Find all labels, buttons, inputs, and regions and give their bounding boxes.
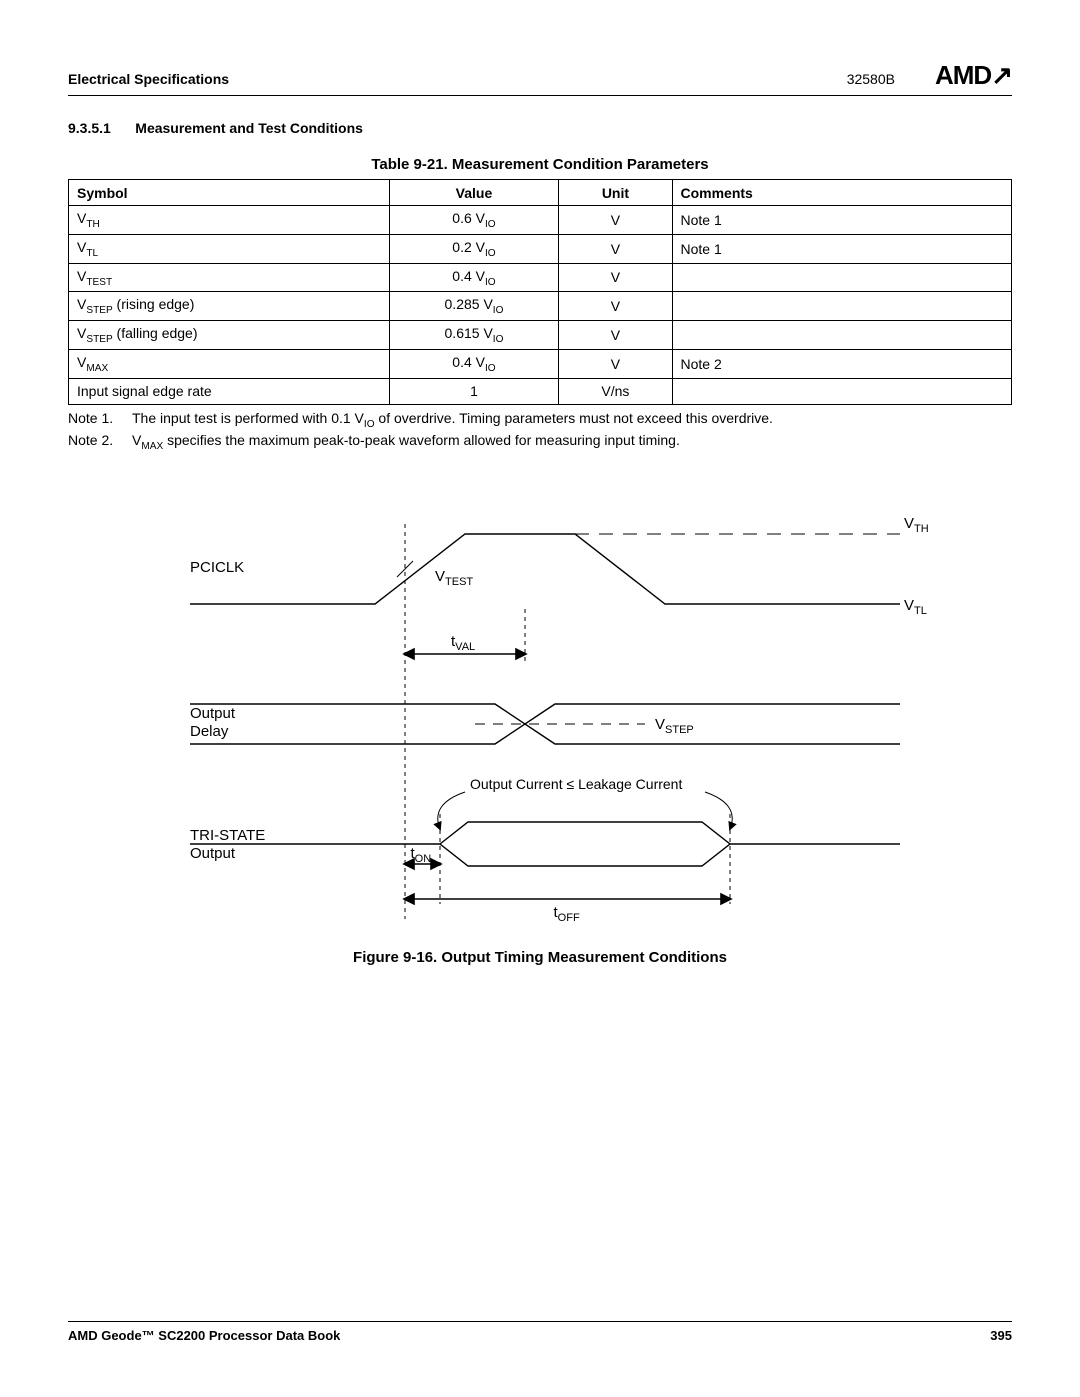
table-notes: Note 1. The input test is performed with… bbox=[68, 409, 1012, 454]
page-header: Electrical Specifications 32580B AMD↗ bbox=[68, 60, 1012, 96]
cell-comments: Note 1 bbox=[672, 234, 1012, 263]
svg-text:Delay: Delay bbox=[190, 723, 229, 740]
note2-label: Note 2. bbox=[68, 431, 132, 453]
cell-comments: Note 2 bbox=[672, 349, 1012, 378]
cell-value: 0.615 VIO bbox=[389, 321, 559, 350]
svg-text:VTEST: VTEST bbox=[435, 568, 473, 588]
cell-unit: V bbox=[559, 349, 672, 378]
svg-text:TRI-STATE: TRI-STATE bbox=[190, 827, 265, 844]
header-doc-code: 32580B bbox=[847, 71, 895, 87]
note1-label: Note 1. bbox=[68, 409, 132, 431]
cell-value: 0.4 VIO bbox=[389, 349, 559, 378]
cell-unit: V bbox=[559, 234, 672, 263]
cell-symbol: VMAX bbox=[69, 349, 390, 378]
cell-unit: V bbox=[559, 292, 672, 321]
cell-symbol: VSTEP (rising edge) bbox=[69, 292, 390, 321]
svg-text:PCICLK: PCICLK bbox=[190, 559, 244, 576]
cell-comments bbox=[672, 263, 1012, 292]
cell-value: 0.4 VIO bbox=[389, 263, 559, 292]
table-row: VMAX0.4 VIOVNote 2 bbox=[69, 349, 1012, 378]
cell-unit: V/ns bbox=[559, 378, 672, 404]
svg-text:Output: Output bbox=[190, 845, 236, 862]
table-row: VTEST0.4 VIOV bbox=[69, 263, 1012, 292]
svg-text:Output Current ≤ Leakage Curr: Output Current ≤ Leakage Current bbox=[470, 776, 682, 792]
table-row: VTH0.6 VIOVNote 1 bbox=[69, 206, 1012, 235]
cell-unit: V bbox=[559, 321, 672, 350]
svg-text:tON: tON bbox=[411, 845, 432, 865]
section-number: 9.3.5.1 bbox=[68, 120, 111, 136]
cell-symbol: VTH bbox=[69, 206, 390, 235]
header-section-name: Electrical Specifications bbox=[68, 71, 229, 87]
col-comments: Comments bbox=[672, 180, 1012, 206]
cell-value: 0.6 VIO bbox=[389, 206, 559, 235]
table-caption: Table 9-21. Measurement Condition Parame… bbox=[68, 156, 1012, 173]
cell-symbol: Input signal edge rate bbox=[69, 378, 390, 404]
cell-comments bbox=[672, 378, 1012, 404]
svg-text:VTL: VTL bbox=[904, 597, 927, 617]
svg-text:tVAL: tVAL bbox=[451, 633, 475, 653]
timing-figure: VTESTVTHVTLPCICLKtVALVSTEPOutputDelayOut… bbox=[68, 504, 1012, 966]
cell-comments: Note 1 bbox=[672, 206, 1012, 235]
cell-value: 0.2 VIO bbox=[389, 234, 559, 263]
section-heading: 9.3.5.1 Measurement and Test Conditions bbox=[68, 120, 1012, 138]
cell-comments bbox=[672, 321, 1012, 350]
cell-symbol: VSTEP (falling edge) bbox=[69, 321, 390, 350]
parameters-table: Symbol Value Unit Comments VTH0.6 VIOVNo… bbox=[68, 179, 1012, 405]
cell-unit: V bbox=[559, 206, 672, 235]
figure-caption: Figure 9-16. Output Timing Measurement C… bbox=[68, 949, 1012, 966]
col-value: Value bbox=[389, 180, 559, 206]
col-unit: Unit bbox=[559, 180, 672, 206]
note2-text: VMAX specifies the maximum peak-to-peak … bbox=[132, 431, 680, 453]
table-row: VTL0.2 VIOVNote 1 bbox=[69, 234, 1012, 263]
table-row: Input signal edge rate1V/ns bbox=[69, 378, 1012, 404]
cell-unit: V bbox=[559, 263, 672, 292]
svg-text:tOFF: tOFF bbox=[554, 904, 580, 924]
footer-right: 395 bbox=[990, 1328, 1012, 1343]
cell-symbol: VTEST bbox=[69, 263, 390, 292]
table-row: VSTEP (falling edge)0.615 VIOV bbox=[69, 321, 1012, 350]
cell-value: 1 bbox=[389, 378, 559, 404]
section-title: Measurement and Test Conditions bbox=[135, 120, 363, 136]
page-footer: AMD Geode™ SC2200 Processor Data Book 39… bbox=[68, 1321, 1012, 1343]
footer-left: AMD Geode™ SC2200 Processor Data Book bbox=[68, 1328, 340, 1343]
amd-logo: AMD↗ bbox=[935, 60, 1012, 91]
cell-symbol: VTL bbox=[69, 234, 390, 263]
note1-text: The input test is performed with 0.1 VIO… bbox=[132, 409, 773, 431]
svg-text:VTH: VTH bbox=[904, 515, 929, 535]
col-symbol: Symbol bbox=[69, 180, 390, 206]
svg-text:VSTEP: VSTEP bbox=[655, 716, 694, 736]
cell-comments bbox=[672, 292, 1012, 321]
svg-text:Output: Output bbox=[190, 705, 236, 722]
table-header-row: Symbol Value Unit Comments bbox=[69, 180, 1012, 206]
cell-value: 0.285 VIO bbox=[389, 292, 559, 321]
table-row: VSTEP (rising edge)0.285 VIOV bbox=[69, 292, 1012, 321]
